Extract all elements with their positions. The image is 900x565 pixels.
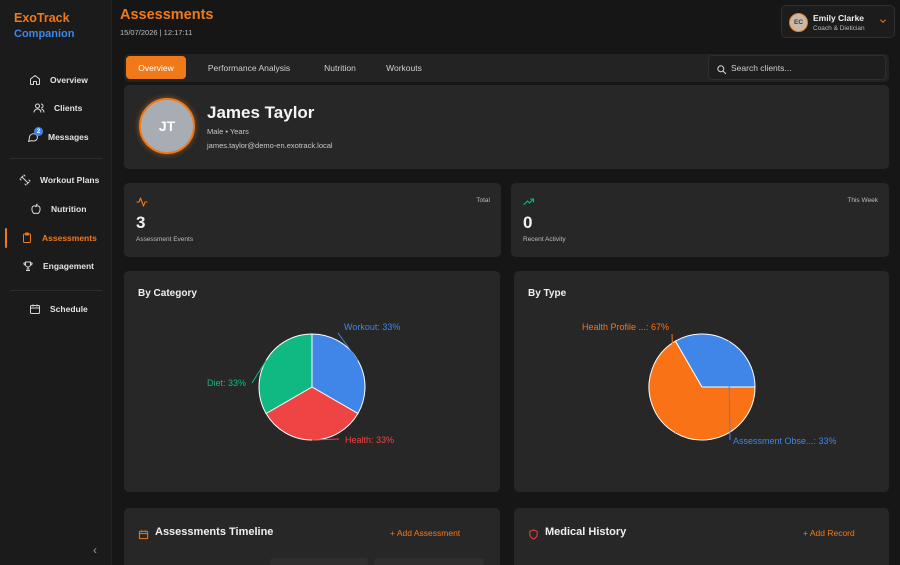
sidebar-item-label: Workout Plans <box>40 175 100 185</box>
sidebar-item-assessments[interactable]: Assessments <box>0 227 112 249</box>
nav-divider <box>10 290 102 291</box>
apple-icon <box>29 202 43 216</box>
trophy-icon <box>21 259 35 273</box>
users-icon <box>32 101 46 115</box>
calendar-icon <box>138 527 149 545</box>
shield-icon <box>528 527 539 545</box>
stat-value: 0 <box>523 213 533 232</box>
user-name: Emily Clarke <box>813 13 865 23</box>
client-profile-card: JT James Taylor Male • Years james.taylo… <box>124 85 889 169</box>
home-icon <box>28 73 42 87</box>
sidebar-item-nutrition[interactable]: Nutrition <box>0 198 112 220</box>
sidebar-item-label: Overview <box>50 75 88 85</box>
sidebar-item-schedule[interactable]: Schedule <box>0 298 112 320</box>
brand-name: ExoTrack <box>14 11 70 25</box>
sidebar-item-label: Schedule <box>50 304 88 314</box>
pie-leader-line <box>671 333 676 433</box>
dumbbell-icon <box>18 173 32 187</box>
tab-bar: Overview Performance Analysis Nutrition … <box>124 54 889 82</box>
clipboard-icon <box>20 231 34 245</box>
search-box <box>708 55 886 80</box>
stat-tag: Total <box>476 197 490 204</box>
user-role: Coach & Dietician <box>813 25 865 32</box>
avatar: EC <box>789 13 808 32</box>
pie-slice-label: Assessment Obse...: 33% <box>733 436 837 446</box>
sidebar: ExoTrack Companion Overview Clients Mess… <box>0 0 112 565</box>
section-title: Assessments Timeline <box>155 526 274 538</box>
pie-leader-line <box>311 438 340 441</box>
tab-overview[interactable]: Overview <box>126 56 186 79</box>
sidebar-item-clients[interactable]: Clients <box>0 97 112 119</box>
chart-title: By Type <box>528 288 567 299</box>
assessments-timeline-card: Assessments Timeline + Add Assessment <box>124 508 500 565</box>
sidebar-item-label: Messages <box>48 132 89 142</box>
timeline-placeholder <box>374 558 484 565</box>
timeline-placeholder <box>270 558 368 565</box>
pie-slice-label: Health Profile ...: 67% <box>582 322 669 332</box>
pie-slice[interactable] <box>258 333 313 415</box>
client-name: James Taylor <box>207 103 315 122</box>
sidebar-item-overview[interactable]: Overview <box>0 69 112 91</box>
pie-slice-label: Diet: 33% <box>207 378 246 388</box>
pie-slice-label: Workout: 33% <box>344 322 400 332</box>
tab-nutrition[interactable]: Nutrition <box>324 62 356 73</box>
activity-icon <box>136 195 148 213</box>
unread-badge: 2 <box>34 127 43 136</box>
trending-up-icon <box>523 195 535 213</box>
add-assessment-button[interactable]: + Add Assessment <box>390 528 461 538</box>
sidebar-item-engagement[interactable]: Engagement <box>0 255 112 277</box>
by-type-pie-chart: Health Profile ...: 67% Assessment Obse..… <box>582 322 837 446</box>
brand-logo[interactable]: ExoTrack Companion <box>14 11 75 40</box>
client-email: james.taylor@demo-en.exotrack.local <box>207 141 333 150</box>
search-icon <box>716 62 727 80</box>
by-category-pie-chart: Workout: 33% Health: 33% Diet: 33% <box>207 322 400 445</box>
current-datetime: 15/07/2026 | 12:17:11 <box>120 28 193 37</box>
pie-slice-label: Health: 33% <box>345 435 394 445</box>
section-title: Medical History <box>545 526 627 538</box>
sidebar-item-messages[interactable]: Messages <box>0 126 112 148</box>
search-input[interactable] <box>731 56 881 79</box>
sidebar-item-label: Engagement <box>43 261 95 271</box>
stat-value: 3 <box>136 213 146 232</box>
sidebar-item-label: Clients <box>54 103 83 113</box>
tab-workouts[interactable]: Workouts <box>386 62 422 73</box>
stat-tag: This Week <box>847 197 878 204</box>
active-indicator <box>5 228 7 248</box>
page-title: Assessments <box>120 7 214 23</box>
client-meta: Male • Years <box>207 127 249 136</box>
by-category-card: By Category Workout: 33% Health: 33% Diet:… <box>124 271 500 492</box>
medical-history-card: Medical History + Add Record <box>514 508 889 565</box>
collapse-sidebar-button[interactable]: ‹ <box>93 543 97 557</box>
tab-performance-analysis[interactable]: Performance Analysis <box>207 62 291 73</box>
add-record-button[interactable]: + Add Record <box>803 528 855 538</box>
calendar-icon <box>28 302 42 316</box>
brand-subtitle: Companion <box>14 28 75 40</box>
stat-caption: Assessment Events <box>136 236 194 243</box>
sidebar-item-label: Assessments <box>42 233 97 243</box>
by-type-card: By Type Health Profile ...: 67% Assessmen… <box>514 271 889 492</box>
sidebar-item-label: Nutrition <box>51 204 87 214</box>
stat-card-total: Total 3 Assessment Events <box>124 183 501 257</box>
stat-caption: Recent Activity <box>523 236 566 243</box>
pie-leader-line <box>251 360 267 384</box>
pie-leader-line <box>337 332 359 361</box>
chart-title: By Category <box>138 288 197 299</box>
chevron-down-icon <box>879 17 887 27</box>
sidebar-item-workout-plans[interactable]: Workout Plans <box>0 169 112 191</box>
stat-card-this-week: This Week 0 Recent Activity <box>511 183 889 257</box>
user-menu[interactable]: EC Emily Clarke Coach & Dietician <box>781 5 895 38</box>
pie-leader-line <box>728 341 731 441</box>
client-avatar: JT <box>139 98 195 154</box>
nav-divider <box>10 158 102 159</box>
